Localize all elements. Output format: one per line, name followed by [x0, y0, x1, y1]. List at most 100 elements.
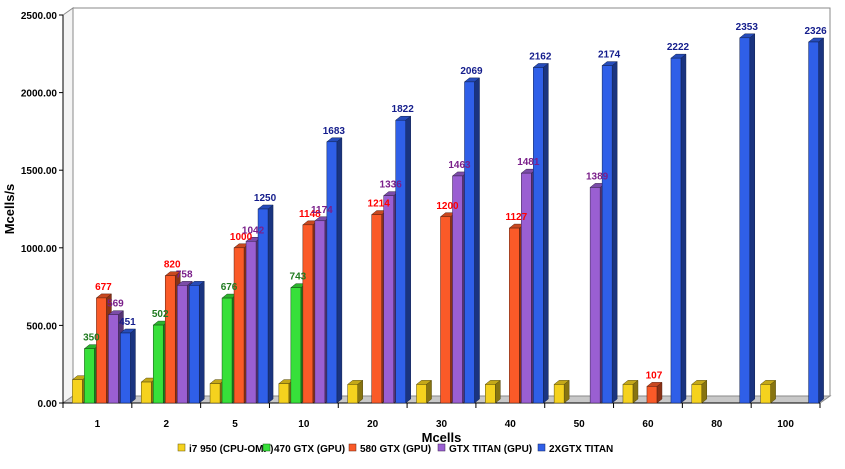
y-tick-label: 0.00	[38, 399, 58, 410]
bar-2xgtx-titan-10-side	[336, 137, 343, 404]
bar-2xgtx-titan-60-side	[680, 53, 687, 404]
legend-label-1: 470 GTX (GPU)	[274, 444, 345, 455]
data-label-470-gtx-gpu-5: 676	[221, 282, 238, 293]
y-tick-label: 2000.00	[21, 89, 58, 100]
bar-580-gtx-gpu-1	[96, 297, 107, 404]
bar-2xgtx-titan-50	[601, 65, 613, 404]
data-label-2xgtx-titan-80: 2353	[736, 22, 759, 33]
x-tick-label: 50	[574, 419, 586, 430]
bar-gtx-titan-gpu-1	[108, 314, 119, 404]
data-label-580-gtx-gpu-20: 1214	[368, 199, 391, 210]
bar-gtx-titan-gpu-10	[314, 220, 326, 404]
bar-2xgtx-titan-20-side	[405, 115, 411, 404]
y-tick-label: 1000.00	[21, 244, 58, 255]
data-label-gtx-titan-gpu-40: 1481	[517, 157, 540, 168]
bar-580-gtx-gpu-5	[233, 247, 245, 404]
bar-2xgtx-titan-100	[808, 41, 819, 404]
bar-gtx-titan-gpu-20	[383, 195, 394, 404]
y-tick-label: 500.00	[26, 321, 57, 332]
bar-2xgtx-titan-40	[533, 67, 544, 404]
data-label-2xgtx-titan-30: 2069	[460, 66, 483, 77]
bar-2xgtx-titan-30-side	[474, 77, 480, 404]
bar-580-gtx-gpu-60	[646, 386, 658, 404]
x-tick-label: 100	[777, 419, 794, 430]
data-label-2xgtx-titan-20: 1822	[392, 104, 415, 115]
data-label-580-gtx-gpu-40: 1127	[505, 212, 527, 223]
bar-2xgtx-titan-20	[395, 119, 406, 404]
bar-2xgtx-titan-1-side	[130, 328, 136, 404]
bar-2xgtx-titan-80	[739, 37, 751, 404]
bar-i7-950-cpu-omp-80	[691, 384, 703, 404]
data-label-470-gtx-gpu-10: 743	[290, 272, 307, 283]
bar-i7-950-cpu-omp-5	[209, 383, 221, 404]
bar-470-gtx-gpu-10	[290, 287, 302, 404]
data-label-2xgtx-titan-10: 1683	[323, 126, 346, 137]
y-tick-label: 1500.00	[21, 166, 58, 177]
data-label-gtx-titan-gpu-10: 1174	[311, 205, 333, 216]
data-label-580-gtx-gpu-30: 1200	[436, 201, 459, 212]
bar-2xgtx-titan-1	[120, 332, 131, 404]
bar-580-gtx-gpu-30	[440, 216, 451, 404]
data-label-gtx-titan-gpu-5: 1042	[242, 225, 265, 236]
bar-580-gtx-gpu-20	[371, 214, 382, 404]
x-axis-title: Mcells	[422, 430, 462, 445]
bar-580-gtx-gpu-2	[164, 275, 176, 404]
x-tick-label: 2	[163, 419, 169, 430]
x-tick-label: 5	[232, 419, 238, 430]
x-tick-label: 1	[95, 419, 101, 430]
bar-i7-950-cpu-omp-2	[140, 381, 152, 404]
data-label-gtx-titan-gpu-30: 1463	[448, 160, 471, 171]
bar-2xgtx-titan-10	[326, 141, 338, 404]
data-label-580-gtx-gpu-2: 820	[164, 260, 181, 271]
legend-label-4: 2XGTX TITAN	[549, 444, 613, 455]
bar-i7-950-cpu-omp-20	[347, 384, 358, 404]
data-label-580-gtx-gpu-1: 677	[95, 282, 112, 293]
bar-2xgtx-titan-30	[464, 81, 475, 404]
bar-gtx-titan-gpu-50	[589, 187, 601, 404]
bar-2xgtx-titan-60	[670, 57, 682, 404]
bar-i7-950-cpu-omp-40	[485, 384, 496, 404]
bar-i7-950-cpu-omp-60	[622, 384, 634, 404]
y-axis-title: Mcells/s	[2, 184, 17, 235]
x-tick-label: 10	[298, 419, 310, 430]
bar-2xgtx-titan-2-side	[198, 280, 205, 404]
data-label-2xgtx-titan-50: 2174	[598, 50, 621, 61]
legend-swatch-3	[437, 443, 446, 452]
bar-470-gtx-gpu-5	[221, 297, 233, 404]
bar-2xgtx-titan-5	[257, 208, 269, 404]
bar-i7-950-cpu-omp-30	[416, 384, 427, 404]
legend-swatch-2	[348, 443, 357, 452]
x-tick-label: 30	[436, 419, 448, 430]
data-label-580-gtx-gpu-10: 1148	[299, 209, 321, 220]
data-label-gtx-titan-gpu-50: 1389	[586, 171, 609, 182]
bar-2xgtx-titan-5-side	[267, 204, 274, 404]
bar-gtx-titan-gpu-5	[245, 241, 257, 404]
bar-580-gtx-gpu-10	[302, 224, 314, 404]
x-tick-label: 60	[642, 419, 654, 430]
legend-swatch-4	[537, 443, 546, 452]
x-tick-label: 40	[505, 419, 517, 430]
data-label-2xgtx-titan-40: 2162	[529, 51, 552, 62]
data-label-2xgtx-titan-60: 2222	[667, 42, 690, 53]
bar-gtx-titan-gpu-40	[521, 172, 532, 404]
bar-470-gtx-gpu-2	[152, 324, 164, 404]
data-label-gtx-titan-gpu-1: 569	[107, 299, 124, 310]
data-label-580-gtx-gpu-5: 1000	[230, 232, 253, 243]
bar-2xgtx-titan-100-side	[818, 37, 824, 404]
bar-2xgtx-titan-2	[188, 285, 200, 404]
bar-580-gtx-gpu-40	[509, 227, 520, 404]
data-label-470-gtx-gpu-2: 502	[152, 309, 169, 320]
bar-gtx-titan-gpu-2	[176, 285, 188, 404]
data-label-2xgtx-titan-5: 1250	[254, 193, 277, 204]
bar-i7-950-cpu-omp-100	[760, 384, 771, 404]
legend-swatch-1	[262, 443, 271, 452]
legend-label-2: 580 GTX (GPU)	[360, 444, 431, 455]
bar-2xgtx-titan-80-side	[749, 33, 756, 404]
data-label-2xgtx-titan-1: 451	[119, 317, 136, 328]
bar-470-gtx-gpu-1	[84, 348, 95, 404]
bar-2xgtx-titan-50-side	[611, 61, 618, 404]
bar-i7-950-cpu-omp-1	[72, 379, 83, 404]
bar-2xgtx-titan-40-side	[543, 62, 549, 404]
